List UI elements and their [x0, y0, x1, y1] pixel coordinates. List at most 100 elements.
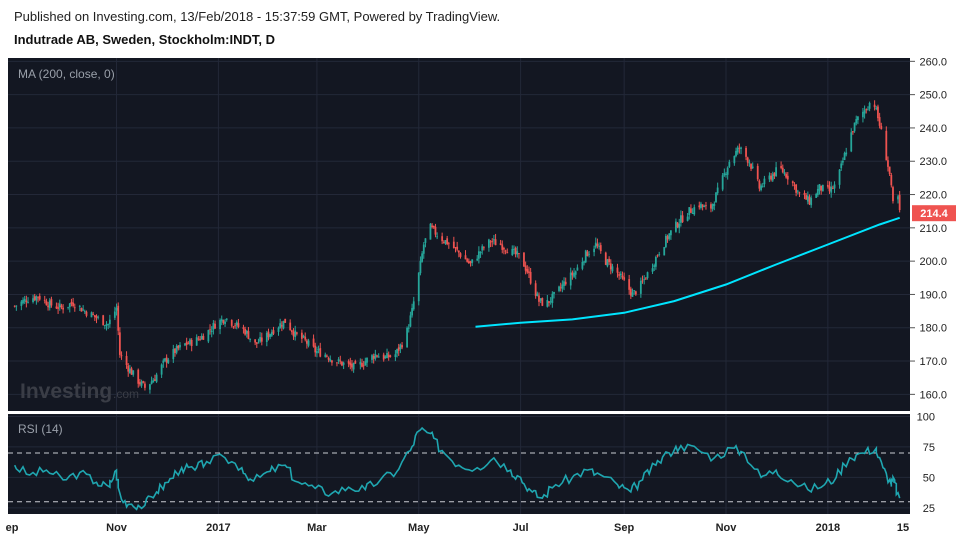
- candle-body: [775, 167, 777, 177]
- candle-body: [446, 238, 449, 245]
- candle-body: [815, 193, 818, 198]
- candle-body: [132, 370, 135, 375]
- candle-body: [868, 102, 871, 109]
- candle-body: [317, 349, 320, 351]
- candle-body: [880, 125, 883, 130]
- candle-body: [80, 307, 83, 312]
- rsi-line: [13, 426, 901, 511]
- candle-body: [773, 172, 776, 176]
- candle-body: [155, 374, 158, 382]
- candle-body: [758, 180, 761, 189]
- price-grid: [8, 58, 910, 411]
- price-tick-label: 230.0: [919, 156, 947, 168]
- candle-body: [386, 353, 388, 359]
- rsi-axis: 25 50 75 100: [917, 411, 935, 514]
- price-pane: MA (200, close, 0) Investing .com: [8, 58, 910, 411]
- candle-body: [828, 186, 831, 192]
- candle-body: [234, 325, 236, 327]
- candle-body: [711, 204, 714, 210]
- candle-body: [409, 315, 412, 327]
- candle-body: [190, 339, 193, 347]
- candle-body: [877, 106, 879, 119]
- candle-body: [361, 363, 363, 367]
- candle-body: [197, 338, 200, 340]
- rsi-label: RSI (14): [18, 422, 63, 436]
- candle-body: [643, 278, 646, 280]
- candle-body: [604, 252, 607, 265]
- price-tick-label: 200.0: [919, 256, 947, 268]
- candle-body: [529, 271, 532, 284]
- candle-body: [454, 247, 457, 249]
- price-tick-label: 180.0: [919, 323, 947, 335]
- candle-body: [726, 167, 729, 175]
- candle-body: [618, 274, 621, 276]
- candle-body: [534, 283, 537, 296]
- candle-body: [172, 349, 175, 360]
- candle-body: [826, 184, 829, 187]
- instrument-title: Indutrade AB, Sweden, Stockholm:INDT, D: [14, 32, 275, 47]
- candle-body: [118, 332, 121, 355]
- investing-watermark: Investing .com: [20, 380, 139, 403]
- candle-body: [70, 301, 73, 304]
- candle-body: [716, 187, 719, 194]
- rsi-tick-label: 25: [923, 503, 935, 515]
- candle-body: [38, 295, 41, 300]
- candle-body: [491, 241, 494, 242]
- candle-body: [83, 311, 86, 312]
- candle-body: [511, 248, 514, 255]
- candle-body: [219, 319, 221, 330]
- candle-body: [641, 280, 644, 282]
- candle-body: [890, 175, 893, 186]
- candle-body: [688, 207, 691, 216]
- candle-body: [833, 184, 836, 189]
- candle-body: [220, 319, 223, 322]
- candle-body: [728, 161, 731, 167]
- candle-body: [691, 213, 694, 214]
- candle-body: [593, 248, 595, 253]
- price-tick-label: 210.0: [919, 223, 947, 235]
- candle-body: [242, 327, 245, 329]
- candle-body: [37, 296, 39, 298]
- candle-body: [165, 357, 168, 363]
- candle-body: [768, 175, 771, 180]
- candle-body: [225, 318, 228, 320]
- candle-body: [57, 307, 59, 309]
- price-pane-bg: [8, 58, 910, 411]
- candles: [13, 100, 901, 394]
- candle-body: [746, 157, 749, 163]
- candle-body: [459, 253, 462, 257]
- candle-body: [189, 339, 191, 345]
- candle-body: [653, 265, 656, 267]
- candle-body: [681, 215, 684, 222]
- candle-body: [387, 354, 390, 358]
- candle-body: [820, 185, 823, 191]
- candle-body: [771, 174, 774, 181]
- candle-body: [162, 360, 165, 363]
- candle-body: [558, 286, 560, 291]
- candle-body: [710, 204, 712, 209]
- candle-body: [396, 349, 398, 354]
- candle-body: [304, 336, 307, 340]
- candle-body: [72, 302, 75, 307]
- candle-body: [867, 109, 869, 111]
- candle-body: [312, 338, 315, 347]
- rsi-tick-label: 75: [923, 442, 935, 454]
- candle-body: [721, 175, 724, 190]
- candle-body: [260, 337, 263, 342]
- time-tick-label: Sep: [614, 522, 634, 534]
- published-caption: Published on Investing.com, 13/Feb/2018 …: [14, 9, 501, 24]
- price-axis: 160.0 170.0 180.0 190.0 200.0 210.0 220.0 230.0…: [910, 56, 947, 401]
- price-tick-label: 160.0: [919, 389, 947, 401]
- candle-body: [654, 257, 657, 267]
- candle-body: [314, 345, 317, 353]
- candle-body: [60, 305, 63, 308]
- candle-body: [666, 236, 669, 240]
- candle-body: [611, 266, 614, 272]
- candle-body: [798, 192, 801, 194]
- candle-body: [628, 279, 631, 290]
- candle-body: [838, 169, 841, 185]
- candle-body: [115, 307, 118, 311]
- candle-body: [549, 301, 552, 303]
- candle-body: [401, 345, 403, 348]
